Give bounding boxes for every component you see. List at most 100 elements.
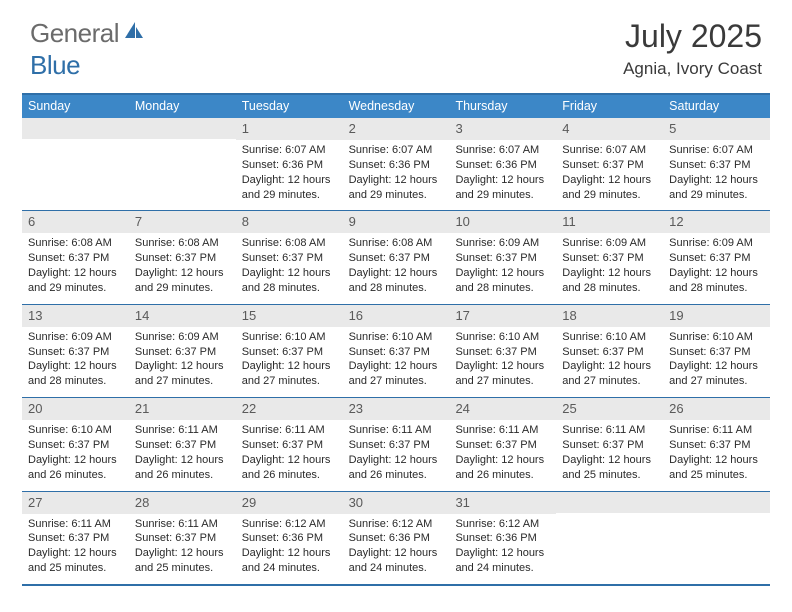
cell-body: Sunrise: 6:07 AMSunset: 6:36 PMDaylight:… [449, 140, 556, 202]
cell-body: Sunrise: 6:10 AMSunset: 6:37 PMDaylight:… [449, 327, 556, 389]
calendar-cell: 19Sunrise: 6:10 AMSunset: 6:37 PMDayligh… [663, 305, 770, 397]
calendar-cell: 29Sunrise: 6:12 AMSunset: 6:36 PMDayligh… [236, 492, 343, 584]
cell-body: Sunrise: 6:09 AMSunset: 6:37 PMDaylight:… [663, 233, 770, 295]
day-number [556, 492, 663, 513]
day-number: 26 [663, 398, 770, 420]
cell-body: Sunrise: 6:08 AMSunset: 6:37 PMDaylight:… [22, 233, 129, 295]
cell-body: Sunrise: 6:08 AMSunset: 6:37 PMDaylight:… [129, 233, 236, 295]
week-row: 1Sunrise: 6:07 AMSunset: 6:36 PMDaylight… [22, 118, 770, 210]
day-number: 23 [343, 398, 450, 420]
cell-body: Sunrise: 6:10 AMSunset: 6:37 PMDaylight:… [236, 327, 343, 389]
calendar-cell: 12Sunrise: 6:09 AMSunset: 6:37 PMDayligh… [663, 211, 770, 303]
cell-body: Sunrise: 6:08 AMSunset: 6:37 PMDaylight:… [236, 233, 343, 295]
day-number: 15 [236, 305, 343, 327]
day-number: 9 [343, 211, 450, 233]
day-number: 17 [449, 305, 556, 327]
day-number: 28 [129, 492, 236, 514]
cell-body: Sunrise: 6:09 AMSunset: 6:37 PMDaylight:… [449, 233, 556, 295]
cell-body: Sunrise: 6:09 AMSunset: 6:37 PMDaylight:… [556, 233, 663, 295]
calendar-cell: 17Sunrise: 6:10 AMSunset: 6:37 PMDayligh… [449, 305, 556, 397]
cell-body: Sunrise: 6:11 AMSunset: 6:37 PMDaylight:… [449, 420, 556, 482]
calendar-cell: 8Sunrise: 6:08 AMSunset: 6:37 PMDaylight… [236, 211, 343, 303]
calendar-cell: 18Sunrise: 6:10 AMSunset: 6:37 PMDayligh… [556, 305, 663, 397]
cell-body: Sunrise: 6:07 AMSunset: 6:37 PMDaylight:… [663, 140, 770, 202]
calendar-cell: 23Sunrise: 6:11 AMSunset: 6:37 PMDayligh… [343, 398, 450, 490]
logo: General [30, 18, 145, 49]
cell-body: Sunrise: 6:10 AMSunset: 6:37 PMDaylight:… [22, 420, 129, 482]
calendar-cell: 5Sunrise: 6:07 AMSunset: 6:37 PMDaylight… [663, 118, 770, 210]
calendar-cell: 7Sunrise: 6:08 AMSunset: 6:37 PMDaylight… [129, 211, 236, 303]
cell-body: Sunrise: 6:10 AMSunset: 6:37 PMDaylight:… [556, 327, 663, 389]
day-header-row: SundayMondayTuesdayWednesdayThursdayFrid… [22, 95, 770, 118]
day-number: 13 [22, 305, 129, 327]
month-title: July 2025 [623, 18, 762, 55]
location-label: Agnia, Ivory Coast [623, 59, 762, 79]
calendar-cell: 24Sunrise: 6:11 AMSunset: 6:37 PMDayligh… [449, 398, 556, 490]
cell-body: Sunrise: 6:08 AMSunset: 6:37 PMDaylight:… [343, 233, 450, 295]
day-number: 22 [236, 398, 343, 420]
day-number: 25 [556, 398, 663, 420]
cell-body: Sunrise: 6:09 AMSunset: 6:37 PMDaylight:… [129, 327, 236, 389]
calendar-cell: 16Sunrise: 6:10 AMSunset: 6:37 PMDayligh… [343, 305, 450, 397]
cell-body: Sunrise: 6:11 AMSunset: 6:37 PMDaylight:… [22, 514, 129, 576]
day-number: 20 [22, 398, 129, 420]
day-number: 12 [663, 211, 770, 233]
cell-body: Sunrise: 6:11 AMSunset: 6:37 PMDaylight:… [663, 420, 770, 482]
cell-body: Sunrise: 6:07 AMSunset: 6:36 PMDaylight:… [236, 140, 343, 202]
logo-text-general: General [30, 18, 119, 49]
calendar-cell: 4Sunrise: 6:07 AMSunset: 6:37 PMDaylight… [556, 118, 663, 210]
day-header: Wednesday [343, 95, 450, 118]
day-number: 6 [22, 211, 129, 233]
cell-body: Sunrise: 6:10 AMSunset: 6:37 PMDaylight:… [343, 327, 450, 389]
calendar-cell: 2Sunrise: 6:07 AMSunset: 6:36 PMDaylight… [343, 118, 450, 210]
day-header: Tuesday [236, 95, 343, 118]
cell-body: Sunrise: 6:11 AMSunset: 6:37 PMDaylight:… [236, 420, 343, 482]
calendar-cell [22, 118, 129, 210]
cell-body: Sunrise: 6:11 AMSunset: 6:37 PMDaylight:… [556, 420, 663, 482]
calendar-cell: 20Sunrise: 6:10 AMSunset: 6:37 PMDayligh… [22, 398, 129, 490]
day-number [663, 492, 770, 513]
week-row: 27Sunrise: 6:11 AMSunset: 6:37 PMDayligh… [22, 491, 770, 584]
calendar-cell: 26Sunrise: 6:11 AMSunset: 6:37 PMDayligh… [663, 398, 770, 490]
day-header: Monday [129, 95, 236, 118]
day-number: 31 [449, 492, 556, 514]
calendar-cell: 11Sunrise: 6:09 AMSunset: 6:37 PMDayligh… [556, 211, 663, 303]
day-number: 16 [343, 305, 450, 327]
calendar-cell: 1Sunrise: 6:07 AMSunset: 6:36 PMDaylight… [236, 118, 343, 210]
cell-body: Sunrise: 6:07 AMSunset: 6:37 PMDaylight:… [556, 140, 663, 202]
page-header: General July 2025 Agnia, Ivory Coast [0, 0, 792, 85]
calendar-cell [663, 492, 770, 584]
cell-body: Sunrise: 6:12 AMSunset: 6:36 PMDaylight:… [236, 514, 343, 576]
cell-body: Sunrise: 6:11 AMSunset: 6:37 PMDaylight:… [343, 420, 450, 482]
calendar-cell [556, 492, 663, 584]
day-header: Sunday [22, 95, 129, 118]
calendar-cell: 14Sunrise: 6:09 AMSunset: 6:37 PMDayligh… [129, 305, 236, 397]
week-row: 13Sunrise: 6:09 AMSunset: 6:37 PMDayligh… [22, 304, 770, 397]
day-number: 19 [663, 305, 770, 327]
calendar-cell: 21Sunrise: 6:11 AMSunset: 6:37 PMDayligh… [129, 398, 236, 490]
day-number: 4 [556, 118, 663, 140]
logo-sail-icon [123, 20, 145, 47]
calendar-cell: 3Sunrise: 6:07 AMSunset: 6:36 PMDaylight… [449, 118, 556, 210]
week-row: 6Sunrise: 6:08 AMSunset: 6:37 PMDaylight… [22, 210, 770, 303]
day-number: 5 [663, 118, 770, 140]
calendar-cell: 13Sunrise: 6:09 AMSunset: 6:37 PMDayligh… [22, 305, 129, 397]
calendar-cell: 28Sunrise: 6:11 AMSunset: 6:37 PMDayligh… [129, 492, 236, 584]
day-number: 10 [449, 211, 556, 233]
cell-body: Sunrise: 6:11 AMSunset: 6:37 PMDaylight:… [129, 420, 236, 482]
day-number: 2 [343, 118, 450, 140]
cell-body: Sunrise: 6:10 AMSunset: 6:37 PMDaylight:… [663, 327, 770, 389]
cell-body: Sunrise: 6:09 AMSunset: 6:37 PMDaylight:… [22, 327, 129, 389]
day-number: 7 [129, 211, 236, 233]
calendar-cell: 9Sunrise: 6:08 AMSunset: 6:37 PMDaylight… [343, 211, 450, 303]
day-number [22, 118, 129, 139]
calendar-cell: 25Sunrise: 6:11 AMSunset: 6:37 PMDayligh… [556, 398, 663, 490]
day-number: 27 [22, 492, 129, 514]
day-number: 1 [236, 118, 343, 140]
day-number: 11 [556, 211, 663, 233]
calendar-cell: 15Sunrise: 6:10 AMSunset: 6:37 PMDayligh… [236, 305, 343, 397]
cell-body: Sunrise: 6:12 AMSunset: 6:36 PMDaylight:… [343, 514, 450, 576]
day-header: Friday [556, 95, 663, 118]
day-number: 21 [129, 398, 236, 420]
day-number: 29 [236, 492, 343, 514]
